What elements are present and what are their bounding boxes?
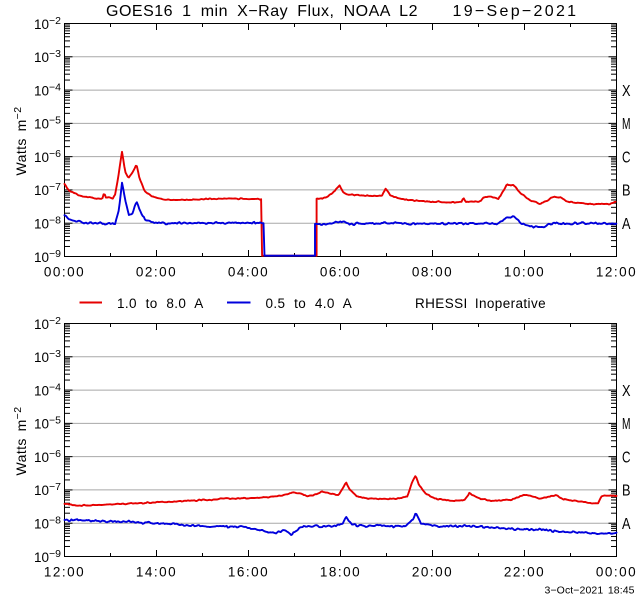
svg-text:08:00: 08:00 — [412, 265, 453, 280]
svg-text:14:00: 14:00 — [136, 565, 177, 580]
svg-text:X: X — [622, 83, 631, 100]
svg-text:B: B — [622, 483, 631, 500]
svg-text:X: X — [622, 383, 631, 400]
svg-text:04:00: 04:00 — [228, 265, 269, 280]
svg-text:10:00: 10:00 — [504, 265, 545, 280]
svg-text:B: B — [622, 183, 631, 200]
svg-text:M: M — [622, 116, 631, 133]
svg-text:0.5 to 4.0 A: 0.5 to 4.0 A — [266, 296, 353, 311]
svg-text:02:00: 02:00 — [136, 265, 177, 280]
svg-text:12:00: 12:00 — [44, 565, 85, 580]
svg-text:GOES16 1 min X−Ray Flux, NOAA: GOES16 1 min X−Ray Flux, NOAA L2 19−Sep−2… — [106, 3, 578, 20]
svg-text:A: A — [622, 516, 631, 533]
svg-text:00:00: 00:00 — [596, 565, 637, 580]
svg-text:20:00: 20:00 — [412, 565, 453, 580]
svg-text:16:00: 16:00 — [228, 565, 269, 580]
svg-text:1.0 to 8.0 A: 1.0 to 8.0 A — [117, 296, 204, 311]
svg-text:Watts m−2: Watts m−2 — [12, 407, 29, 476]
svg-text:12:00: 12:00 — [596, 265, 637, 280]
svg-text:06:00: 06:00 — [320, 265, 361, 280]
svg-text:C: C — [622, 149, 631, 166]
svg-text:3−Oct−2021 18:45: 3−Oct−2021 18:45 — [545, 585, 635, 597]
svg-text:C: C — [622, 449, 631, 466]
svg-text:A: A — [622, 216, 631, 233]
svg-text:RHESSI Inoperative: RHESSI Inoperative — [415, 296, 546, 311]
svg-text:Watts m−2: Watts m−2 — [12, 107, 29, 176]
svg-text:M: M — [622, 416, 631, 433]
svg-text:18:00: 18:00 — [320, 565, 361, 580]
svg-text:00:00: 00:00 — [44, 265, 85, 280]
svg-text:22:00: 22:00 — [504, 565, 545, 580]
